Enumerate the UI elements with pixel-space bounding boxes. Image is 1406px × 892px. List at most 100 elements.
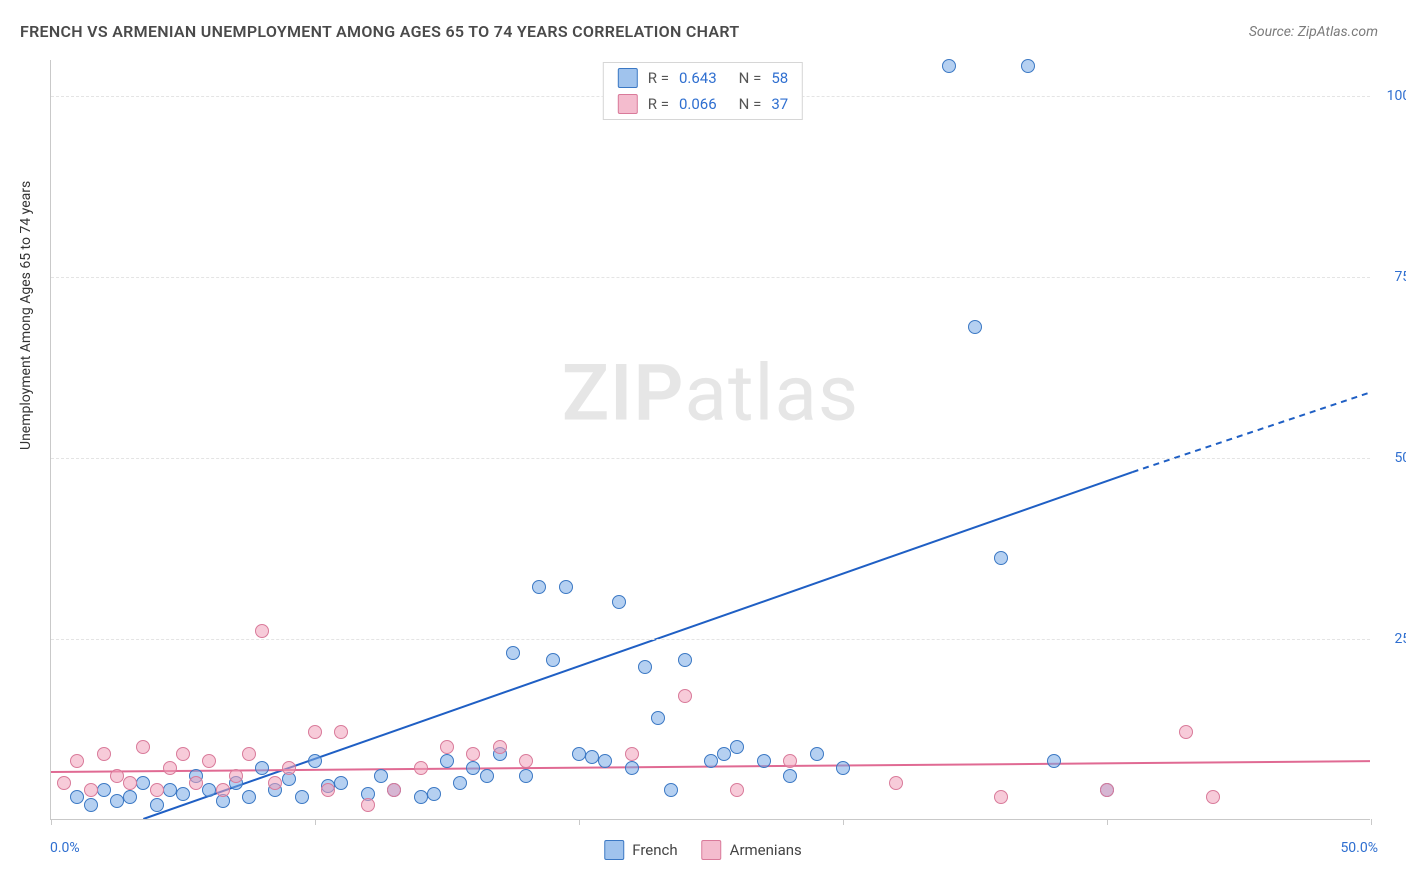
data-point xyxy=(519,754,533,768)
data-point xyxy=(202,754,216,768)
data-point xyxy=(1206,790,1220,804)
data-point xyxy=(70,754,84,768)
data-point xyxy=(783,754,797,768)
data-point xyxy=(361,798,375,812)
data-point xyxy=(414,790,428,804)
data-point xyxy=(189,776,203,790)
data-point xyxy=(440,754,454,768)
legend-item-armenians: Armenians xyxy=(702,840,802,860)
plot-area: ZIPatlas 25.0%50.0%75.0%100.0% xyxy=(50,60,1370,820)
x-tick xyxy=(843,819,844,825)
x-tick xyxy=(315,819,316,825)
data-point xyxy=(84,798,98,812)
data-point xyxy=(84,783,98,797)
swatch-icon xyxy=(618,94,638,114)
data-point xyxy=(97,747,111,761)
data-point xyxy=(136,740,150,754)
gridline xyxy=(51,639,1370,640)
data-point xyxy=(136,776,150,790)
data-point xyxy=(638,660,652,674)
data-point xyxy=(730,783,744,797)
data-point xyxy=(110,769,124,783)
data-point xyxy=(163,761,177,775)
correlation-stats-box: R = 0.643 N = 58 R = 0.066 N = 37 xyxy=(603,62,803,120)
watermark-bold: ZIP xyxy=(562,348,685,439)
data-point xyxy=(625,747,639,761)
data-point xyxy=(216,783,230,797)
data-point xyxy=(493,740,507,754)
data-point xyxy=(427,787,441,801)
data-point xyxy=(110,794,124,808)
data-point xyxy=(466,761,480,775)
r-label: R = xyxy=(648,95,669,113)
r-label: R = xyxy=(648,69,669,87)
data-point xyxy=(374,769,388,783)
stats-row-armenians: R = 0.066 N = 37 xyxy=(604,91,802,117)
gridline xyxy=(51,277,1370,278)
x-tick xyxy=(51,819,52,825)
data-point xyxy=(585,750,599,764)
data-point xyxy=(612,595,626,609)
x-tick xyxy=(579,819,580,825)
data-point xyxy=(678,653,692,667)
chart-title: FRENCH VS ARMENIAN UNEMPLOYMENT AMONG AG… xyxy=(20,22,740,41)
x-axis-max-label: 50.0% xyxy=(1340,840,1378,856)
data-point xyxy=(836,761,850,775)
data-point xyxy=(282,761,296,775)
data-point xyxy=(1021,59,1035,73)
legend-item-french: French xyxy=(604,840,677,860)
y-tick-label: 25.0% xyxy=(1376,631,1406,647)
data-point xyxy=(968,320,982,334)
data-point xyxy=(480,769,494,783)
data-point xyxy=(1100,783,1114,797)
swatch-icon xyxy=(702,840,722,860)
data-point xyxy=(334,776,348,790)
data-point xyxy=(704,754,718,768)
data-point xyxy=(97,783,111,797)
data-point xyxy=(730,740,744,754)
data-point xyxy=(150,798,164,812)
data-point xyxy=(717,747,731,761)
data-point xyxy=(321,783,335,797)
data-point xyxy=(1047,754,1061,768)
data-point xyxy=(255,624,269,638)
data-point xyxy=(546,653,560,667)
data-point xyxy=(387,783,401,797)
data-point xyxy=(70,790,84,804)
source-attribution: Source: ZipAtlas.com xyxy=(1249,24,1378,40)
data-point xyxy=(453,776,467,790)
swatch-icon xyxy=(618,68,638,88)
x-tick xyxy=(1371,819,1372,825)
data-point xyxy=(889,776,903,790)
data-point xyxy=(994,551,1008,565)
data-point xyxy=(506,646,520,660)
y-axis-label: Unemployment Among Ages 65 to 74 years xyxy=(18,181,34,450)
data-point xyxy=(123,776,137,790)
data-point xyxy=(229,769,243,783)
n-label: N = xyxy=(739,95,762,113)
data-point xyxy=(255,761,269,775)
n-value: 58 xyxy=(771,69,788,87)
x-tick xyxy=(1107,819,1108,825)
watermark: ZIPatlas xyxy=(562,348,859,439)
data-point xyxy=(176,787,190,801)
data-point xyxy=(268,776,282,790)
data-point xyxy=(150,783,164,797)
chart-container: FRENCH VS ARMENIAN UNEMPLOYMENT AMONG AG… xyxy=(0,0,1406,892)
data-point xyxy=(678,689,692,703)
r-value: 0.066 xyxy=(679,95,717,113)
data-point xyxy=(559,580,573,594)
data-point xyxy=(163,783,177,797)
legend-label: French xyxy=(632,841,677,859)
y-tick-label: 50.0% xyxy=(1376,450,1406,466)
r-value: 0.643 xyxy=(679,69,717,87)
data-point xyxy=(57,776,71,790)
data-point xyxy=(308,725,322,739)
data-point xyxy=(334,725,348,739)
data-point xyxy=(466,747,480,761)
data-point xyxy=(572,747,586,761)
gridline xyxy=(51,458,1370,459)
data-point xyxy=(295,790,309,804)
data-point xyxy=(1179,725,1193,739)
data-point xyxy=(440,740,454,754)
